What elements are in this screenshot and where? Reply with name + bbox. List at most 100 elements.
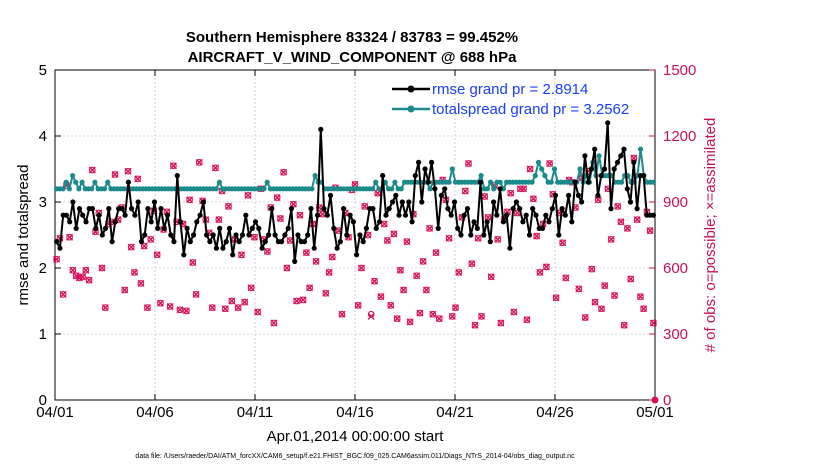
- obs-assimilated-point: [620, 321, 628, 329]
- obs-assimilated-point: [302, 249, 310, 257]
- totalspread-point: [551, 166, 558, 172]
- obs-assimilated-point: [559, 239, 567, 247]
- obs-possible-point: [432, 249, 440, 256]
- rmse-point: [412, 173, 418, 179]
- totalspread-point: [650, 179, 657, 185]
- rmse-point: [295, 232, 301, 238]
- obs-possible-point: [53, 255, 60, 263]
- x-axis-ticks: 04/01 04/06 04/11 04/16 04/21 04/26 05/01: [36, 70, 674, 421]
- obs-possible-point: [361, 203, 369, 210]
- obs-possible-point: [254, 308, 262, 316]
- totalspread-point: [427, 186, 433, 192]
- obs-possible-point: [280, 168, 287, 176]
- rmse-point: [122, 212, 128, 218]
- chart-title-line1: Southern Hemisphere 83324 / 83783 = 99.4…: [186, 29, 518, 46]
- rmse-point: [494, 212, 500, 218]
- rmse-point: [54, 239, 60, 245]
- rmse-point: [627, 199, 634, 205]
- obs-assimilated-point: [238, 251, 245, 259]
- y-right-tick-label: 0: [663, 392, 671, 409]
- obs-possible-point: [306, 284, 313, 292]
- rmse-point: [168, 232, 174, 238]
- obs-assimilated-point: [121, 286, 129, 294]
- obs-possible-point: [244, 192, 252, 199]
- obs-assimilated-point: [523, 316, 531, 324]
- totalspread-point: [491, 186, 497, 192]
- obs-possible-point: [59, 291, 67, 298]
- obs-possible-point: [183, 307, 190, 315]
- obs-assimilated-point: [293, 297, 301, 305]
- obs-possible-point: [426, 225, 433, 232]
- rmse-point: [471, 219, 477, 225]
- rmse-point: [406, 199, 412, 205]
- obs-assimilated-point: [101, 304, 109, 312]
- obs-assimilated-point: [182, 307, 190, 315]
- totalspread-point: [216, 179, 222, 185]
- rmse-point: [220, 245, 226, 251]
- rmse-point: [389, 199, 396, 205]
- totalspread-point: [392, 179, 398, 185]
- obs-assimilated-point: [465, 160, 472, 167]
- rmse-point: [562, 212, 568, 218]
- x-tick-label: 05/01: [636, 404, 674, 421]
- obs-assimilated-point: [169, 162, 177, 170]
- rmse-point: [477, 179, 484, 185]
- rmse-point: [252, 219, 259, 225]
- obs-possible-point: [176, 306, 184, 314]
- rmse-point: [507, 245, 513, 251]
- obs-possible-point: [494, 236, 502, 243]
- rmse-point: [435, 225, 441, 231]
- obs-assimilated-point: [270, 319, 278, 327]
- rmse-point: [363, 225, 369, 231]
- rmse-point: [109, 239, 115, 245]
- obs-possible-point: [575, 285, 583, 293]
- obs-assimilated-point: [387, 301, 395, 309]
- rmse-point: [337, 239, 343, 245]
- obs-possible-point: [533, 232, 540, 240]
- obs-assimilated-point: [581, 314, 589, 321]
- obs-assimilated-point: [448, 312, 456, 320]
- obs-possible-point: [448, 313, 456, 320]
- totalspread-point: [261, 186, 267, 192]
- rmse-point: [383, 212, 389, 218]
- y-right-tick-label: 1500: [663, 62, 696, 79]
- obs-possible-point: [328, 253, 336, 261]
- obs-assimilated-point: [358, 264, 365, 272]
- totalspread-point: [532, 173, 538, 179]
- obs-possible-point: [228, 297, 236, 305]
- obs-possible-point: [620, 321, 628, 329]
- rmse-point: [217, 225, 223, 231]
- obs-assimilated-point: [481, 193, 489, 200]
- obs-assimilated-point: [134, 175, 142, 183]
- rmse-point: [575, 192, 582, 198]
- rmse-point: [135, 199, 141, 205]
- totalspread-point: [596, 153, 602, 159]
- rmse-point: [269, 206, 275, 212]
- y-left-tick-label: 5: [39, 62, 47, 79]
- totalspread-point: [76, 186, 82, 192]
- rmse-point: [197, 212, 203, 218]
- rmse-point: [539, 225, 546, 231]
- rmse-point: [125, 179, 131, 185]
- obs-assimilated-point: [228, 297, 236, 305]
- obs-assimilated-point: [471, 321, 479, 329]
- right-axis-ticks: 0 300 600 900 1200 1500: [649, 62, 696, 409]
- obs-possible-point: [419, 258, 427, 265]
- rmse-point: [491, 199, 497, 205]
- obs-possible-point: [192, 291, 200, 298]
- obs-possible-point: [354, 302, 362, 309]
- rmse-point: [305, 232, 311, 238]
- rmse-point: [164, 212, 171, 218]
- obs-possible-point: [137, 280, 145, 287]
- rmse-point: [230, 252, 236, 258]
- rmse-point: [239, 232, 246, 238]
- totalspread-point: [79, 179, 85, 185]
- obs-assimilated-point: [494, 235, 502, 243]
- rmse-point: [458, 232, 464, 238]
- obs-assimilated-point: [520, 185, 528, 193]
- obs-assimilated-point: [468, 260, 476, 268]
- obs-possible-point: [153, 251, 161, 259]
- obs-assimilated-point: [306, 284, 314, 292]
- obs-possible-point: [559, 239, 566, 247]
- obs-possible-point: [452, 304, 459, 311]
